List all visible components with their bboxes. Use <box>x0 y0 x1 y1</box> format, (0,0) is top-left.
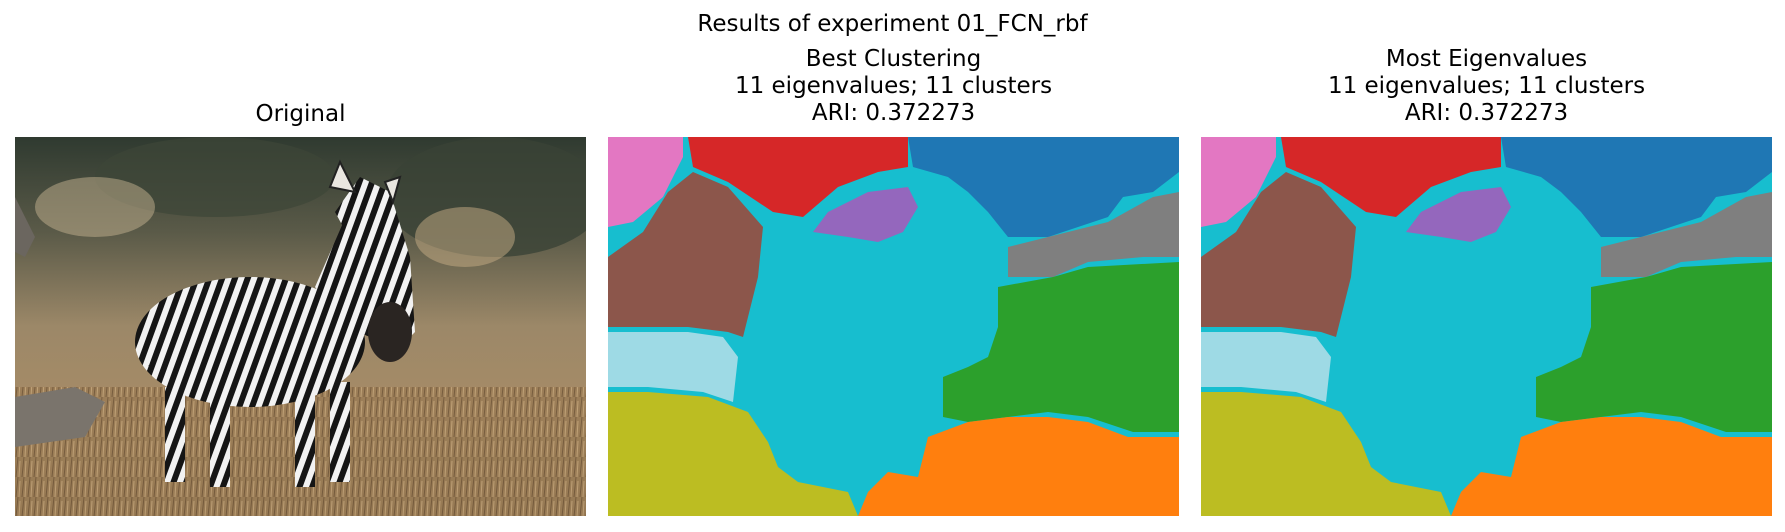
figure-suptitle: Results of experiment 01_FCN_rbf <box>697 11 1088 37</box>
best-clustering-panel-title: Best Clustering 11 eigenvalues; 11 clust… <box>734 46 1053 126</box>
most-eigenvalues-panel-title: Most Eigenvalues 11 eigenvalues; 11 clus… <box>1327 46 1646 126</box>
best-clustering-segmentation <box>608 137 1179 516</box>
most-eigenvalues-segmentation <box>1201 137 1772 516</box>
original-panel-title: Original <box>255 101 346 127</box>
original-photo <box>15 137 586 516</box>
